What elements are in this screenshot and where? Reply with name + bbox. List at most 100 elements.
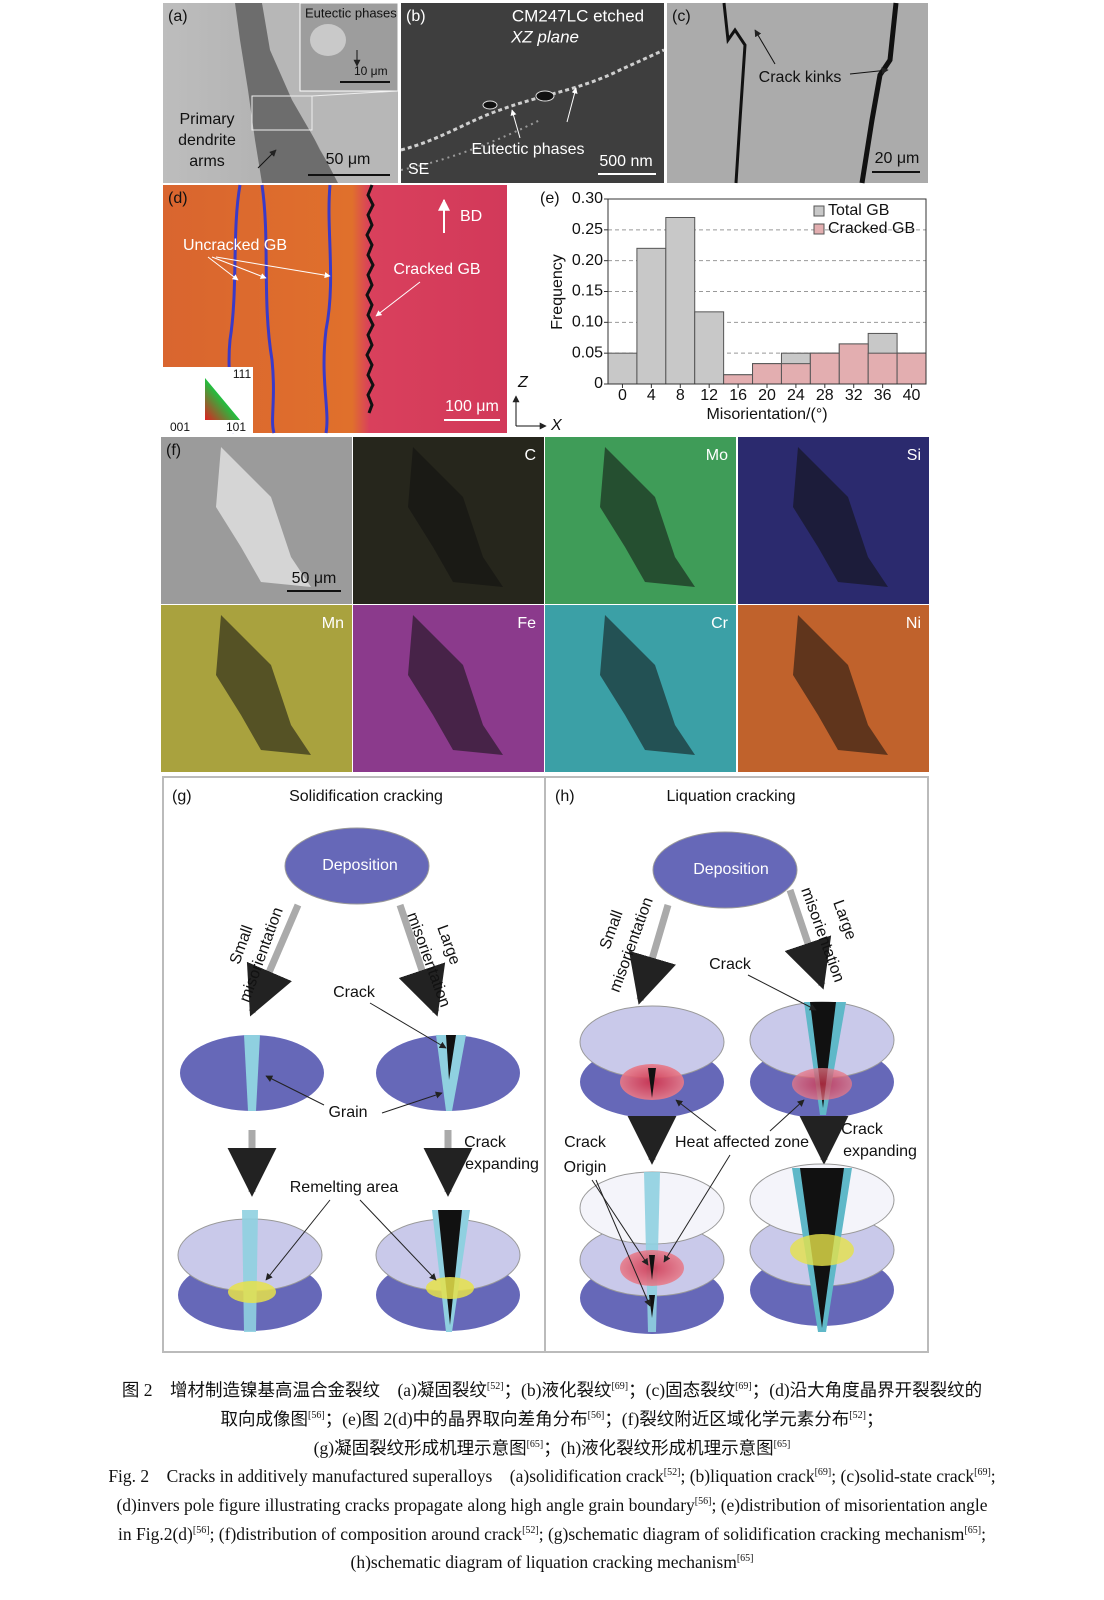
panel-label: (a)	[168, 8, 188, 25]
annotation: BD	[460, 208, 482, 225]
panel-label: (b)	[406, 8, 426, 25]
shape-path	[400, 119, 541, 171]
bar	[636, 247, 667, 385]
x-tick-label: 16	[729, 387, 747, 404]
bar	[607, 352, 638, 385]
bar	[896, 352, 927, 385]
y-tick-label: 0.05	[572, 344, 603, 361]
reference: [65]	[773, 1438, 791, 1450]
inset-label: Eutectic phases	[305, 5, 397, 20]
plot-frame	[607, 198, 927, 385]
shape-rect	[667, 3, 928, 183]
shape-line	[311, 90, 399, 97]
reference: [69]	[974, 1467, 991, 1478]
caption-text: ;	[990, 1465, 996, 1486]
caption-line: in Fig.2(d)[56]; (f)distribution of comp…	[0, 1518, 1104, 1547]
x-tick-label: 8	[676, 387, 685, 404]
caption-text: (h)schematic diagram of liquation cracki…	[350, 1552, 737, 1573]
shape-ellipse	[482, 100, 498, 110]
panel-b: (b) CM247LC etched XZ plane Eutectic pha…	[400, 3, 665, 183]
panel-label: (c)	[672, 8, 691, 25]
x-tick-label: 40	[903, 387, 921, 404]
shape-line	[265, 1075, 325, 1106]
shape-line	[849, 67, 889, 75]
shape-line	[591, 1179, 649, 1266]
panel-f: (f) 50 μm C Mo Si Mn Fe Cr Ni	[161, 437, 929, 772]
caption-text: 图 2 增材制造镍基高温合金裂纹 (a)凝固裂纹	[121, 1379, 487, 1400]
shape-ellipse	[792, 1068, 852, 1100]
shape-ellipse	[228, 1281, 276, 1303]
shape-line	[381, 1091, 443, 1114]
annotation: dendrite	[178, 132, 236, 149]
scale-label: 100 μm	[445, 398, 499, 415]
panel-e: (e) Frequency Misorientation/(°) 0 0.05 0.…	[540, 190, 927, 423]
panel-title: Liquation cracking	[667, 788, 796, 805]
ipf-label: 111	[233, 367, 252, 381]
shape-ellipse	[284, 827, 430, 905]
caption-line: (h)schematic diagram of liquation cracki…	[0, 1546, 1104, 1575]
panel-label: (e)	[540, 190, 560, 207]
x-tick-label: 20	[758, 387, 776, 404]
legend-swatch	[813, 223, 825, 235]
shape-path	[365, 184, 375, 414]
element-label: Cr	[711, 615, 729, 632]
shape-path	[648, 1068, 656, 1098]
shape-line	[510, 109, 521, 139]
x-tick-label: 0	[618, 387, 627, 404]
shape-line	[628, 904, 676, 1005]
shape-path	[400, 48, 665, 152]
shape-line	[375, 281, 421, 317]
panel-label: (g)	[172, 788, 192, 805]
shape-line	[396, 903, 446, 1017]
crack-region	[600, 447, 695, 587]
caption-text: ；(f)裂纹附近区域化学元素分布	[604, 1408, 850, 1429]
crack-region	[216, 615, 311, 755]
bar	[838, 343, 869, 385]
reference: [65]	[964, 1524, 982, 1536]
annotation: XZ plane	[510, 27, 579, 46]
caption-line: 图 2 增材制造镍基高温合金裂纹 (a)凝固裂纹[52]；(b)液化裂纹 [69]…	[0, 1374, 1104, 1403]
reference: [56]	[694, 1495, 712, 1507]
caption-text: ; (b)liquation crack	[680, 1465, 815, 1486]
node-label: Deposition	[693, 861, 769, 878]
y-tick-label: 0.30	[572, 190, 603, 207]
shape-rect	[251, 95, 313, 131]
reference: [52]	[486, 1381, 504, 1392]
reference: [52]	[849, 1409, 866, 1421]
shape-line	[215, 256, 331, 279]
legend-label: Total GB	[828, 202, 889, 219]
shape-line	[257, 149, 277, 169]
y-axis-label: Frequency	[549, 254, 566, 330]
shape-line	[663, 1154, 731, 1263]
caption-text: ；(b)液化裂纹	[503, 1379, 612, 1400]
annotation: Cracked GB	[393, 261, 480, 278]
shape-path	[649, 1255, 655, 1280]
scale-label: 20 μm	[875, 150, 920, 167]
reference: [69]	[735, 1381, 752, 1392]
reference: [56]	[587, 1409, 605, 1421]
reference: [56]	[192, 1524, 210, 1536]
bar	[752, 363, 782, 385]
panel-label: (f)	[166, 442, 181, 459]
shape-path	[205, 378, 240, 420]
y-tick-label: 0.15	[572, 283, 603, 300]
caption-en: Fig. 2 Cracks in additively manufactured…	[0, 1460, 1104, 1575]
x-tick-label: 4	[647, 387, 656, 404]
caption-text: ；(h)液化裂纹形成机理示意图	[543, 1437, 774, 1458]
caption-text: ; (e)distribution of misorientation angl…	[711, 1494, 988, 1515]
caption-text: ; (c)solid-state crack	[831, 1465, 975, 1486]
shape-ellipse	[535, 90, 555, 102]
annotation: expanding	[465, 1156, 539, 1173]
caption-text: ；(e)图 2(d)中的晶界取向差角分布	[324, 1408, 588, 1429]
ipf-label: 001	[170, 420, 190, 434]
legend-label: Cracked GB	[828, 220, 915, 237]
annotation: Crack	[564, 1134, 607, 1151]
shape-path	[260, 184, 276, 434]
shape-line	[747, 974, 817, 1011]
element-label: Ni	[906, 615, 921, 632]
x-axis-label: Misorientation/(°)	[706, 406, 827, 423]
panel-label: (h)	[555, 788, 575, 805]
shape-line	[769, 1099, 805, 1132]
